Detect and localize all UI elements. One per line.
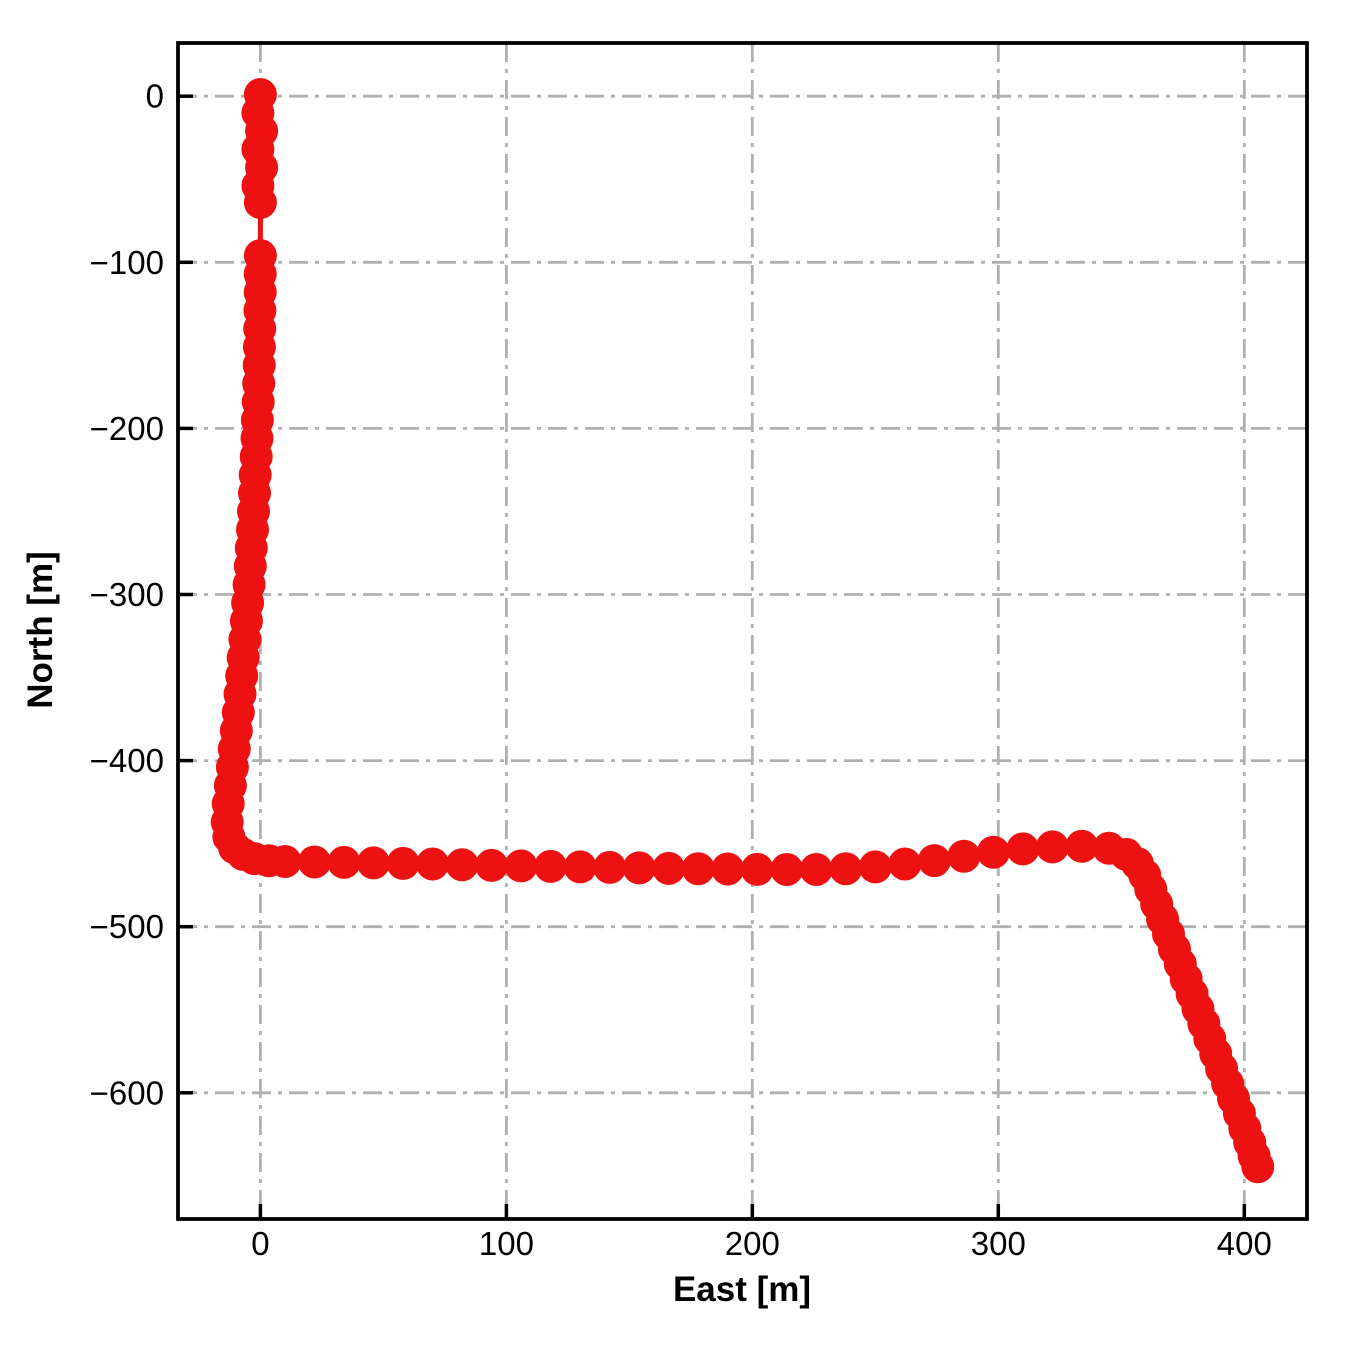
data-point [298,845,331,879]
data-point [243,186,277,219]
grid-lines [178,43,1307,1219]
y-tick-label: −200 [90,410,164,447]
data-point [1006,832,1040,866]
data-point [976,835,1010,869]
data-point [1065,829,1099,863]
x-tick-label: 200 [725,1225,780,1262]
data-point [445,848,479,882]
data-point [1241,1150,1275,1184]
data-point [622,851,656,885]
data-point [829,852,863,886]
data-point [858,850,892,884]
x-tick-labels: 0 100 200 300 400 [251,1225,1272,1262]
x-tick-label: 100 [479,1225,534,1262]
data-point [534,849,568,883]
data-point [681,852,715,886]
data-point [268,845,302,878]
trajectory-series [210,78,1275,1184]
data-point [386,846,420,880]
data-point [799,853,833,886]
data-point [357,846,390,880]
y-tick-label: −300 [90,576,164,613]
data-point [416,847,450,881]
y-tick-label: −500 [90,908,164,945]
x-tick-label: 400 [1217,1225,1272,1262]
data-point [888,847,922,881]
y-tick-label: 0 [146,78,164,115]
data-point [917,844,951,878]
trajectory-line [224,94,1261,1168]
plot-border [176,41,1309,1221]
data-point [947,839,981,873]
y-tick-label: −600 [90,1074,164,1111]
data-point [563,850,597,884]
data-point [740,852,774,886]
axes-frame [176,41,1309,1221]
x-tick-label: 300 [971,1225,1026,1262]
y-tick-label: −100 [90,244,164,281]
y-tick-label: −400 [90,742,164,779]
data-point [504,849,538,883]
data-point [770,853,804,886]
data-point [711,852,745,886]
data-point [593,850,627,884]
data-point [475,848,509,882]
y-tick-labels: 0 −100 −200 −300 −400 −500 −600 [90,78,164,1112]
data-point [652,851,686,885]
y-axis-label: North [m] [21,551,60,708]
data-point [327,845,361,879]
x-tick-label: 0 [251,1225,269,1262]
x-axis-label: East [m] [673,1270,811,1309]
data-point [1035,830,1069,864]
